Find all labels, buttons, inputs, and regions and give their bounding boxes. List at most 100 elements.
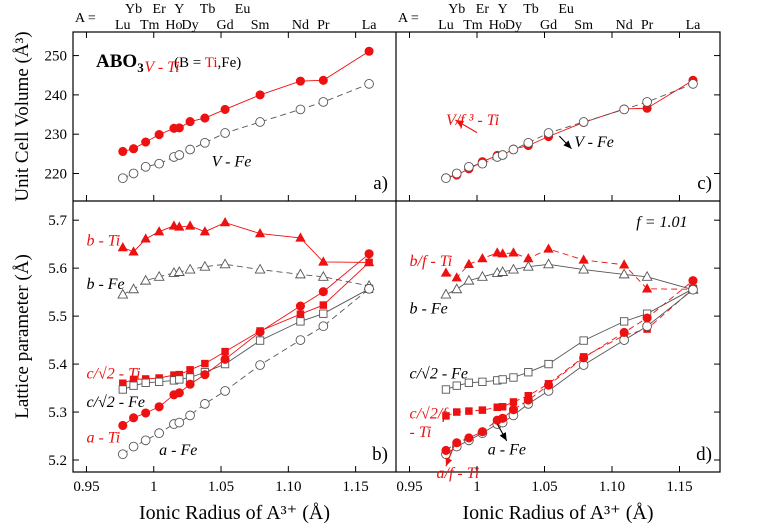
data-point — [618, 268, 630, 279]
annotation-v-fe-c: V - Fe — [574, 134, 614, 151]
x-tick-label: 1.15 — [343, 479, 369, 495]
data-point — [509, 398, 518, 406]
x-tick-label: 1.05 — [208, 479, 234, 495]
data-point — [543, 128, 554, 138]
y-tick-label: 220 — [45, 166, 68, 182]
element-label-lu: Lu — [438, 18, 454, 33]
data-point — [619, 259, 630, 269]
x-axis-label: Ionic Radius of A³⁺ (Å) — [463, 502, 654, 524]
x-tick-label: 0.95 — [73, 479, 99, 495]
data-point — [118, 146, 128, 157]
element-label-tm: Tm — [140, 18, 160, 33]
data-point — [296, 310, 305, 318]
data-point — [364, 283, 374, 294]
x-axis-label: Ionic Radius of A³⁺ (Å) — [139, 502, 330, 524]
data-point — [154, 402, 164, 412]
x-tick-label: 1.10 — [599, 479, 625, 495]
x-tick-label: 1 — [473, 479, 481, 495]
annotation-a-fe-d: a - Fe — [488, 441, 526, 458]
series — [118, 46, 374, 157]
element-label-la: La — [362, 18, 378, 33]
data-point — [498, 413, 508, 423]
data-point — [478, 377, 487, 386]
data-point — [364, 249, 374, 259]
element-label-dy: Dy — [182, 18, 199, 33]
data-point — [642, 97, 652, 107]
data-point — [544, 359, 553, 369]
data-point — [441, 385, 451, 394]
data-point — [364, 79, 374, 89]
annotation-a-fe: a - Fe — [159, 442, 197, 459]
data-point — [544, 380, 554, 390]
data-point — [294, 268, 306, 279]
data-point — [175, 375, 184, 384]
series — [441, 276, 698, 455]
data-point — [220, 128, 230, 138]
series — [117, 79, 374, 184]
data-point — [619, 335, 630, 345]
data-point — [200, 137, 210, 148]
annotation-af-ti: a/f - Ti — [437, 465, 480, 482]
data-point — [117, 449, 128, 460]
data-point — [220, 354, 230, 364]
data-point — [200, 370, 210, 380]
data-point — [221, 347, 229, 356]
arrow-head — [445, 457, 453, 467]
data-point — [442, 412, 450, 420]
element-label-eu: Eu — [558, 2, 574, 17]
data-point — [688, 276, 698, 286]
data-point — [129, 144, 139, 154]
data-point — [154, 428, 164, 438]
series — [440, 243, 699, 293]
data-point — [201, 359, 209, 368]
data-point — [220, 386, 230, 396]
data-point — [465, 407, 473, 415]
data-point — [141, 378, 150, 387]
data-point — [451, 283, 463, 294]
data-point — [507, 263, 519, 274]
element-label-la: La — [686, 18, 702, 33]
data-point — [452, 381, 461, 390]
y-tick-label: 240 — [45, 88, 68, 104]
data-point — [186, 366, 194, 374]
data-point — [463, 274, 475, 285]
data-point — [140, 274, 152, 285]
data-point — [255, 336, 265, 345]
annotation-vf-ti: V/f ³ - Ti — [446, 112, 499, 129]
data-point — [508, 144, 519, 155]
data-point — [452, 438, 462, 448]
series — [118, 249, 374, 431]
data-point — [318, 321, 329, 332]
series — [441, 284, 698, 394]
element-label-tb: Tb — [523, 2, 539, 17]
data-point — [464, 378, 474, 387]
data-point — [688, 284, 698, 295]
data-point — [497, 150, 508, 160]
element-label-er: Er — [153, 2, 167, 17]
data-point — [295, 301, 305, 311]
data-point — [319, 309, 328, 318]
data-point — [477, 158, 488, 169]
data-point — [174, 388, 184, 398]
data-point — [619, 327, 629, 337]
y-tick-label: 5.3 — [48, 405, 67, 421]
y-axis-label: Lattice parameter (Å) — [12, 254, 33, 419]
data-point — [620, 317, 629, 326]
arrow-head — [563, 140, 572, 149]
data-point — [477, 253, 488, 263]
annotation-cf-ti: c/√2/f — [410, 405, 450, 422]
series — [117, 258, 375, 299]
data-point — [255, 90, 265, 100]
data-point — [173, 266, 185, 276]
data-point — [254, 228, 266, 238]
data-point — [153, 226, 165, 236]
data-point — [117, 288, 129, 299]
arrow-head — [499, 432, 507, 441]
data-point — [453, 408, 461, 416]
data-point — [117, 242, 128, 252]
data-point — [128, 283, 140, 294]
data-point — [220, 104, 230, 114]
data-point — [441, 173, 451, 184]
data-point — [441, 445, 451, 455]
